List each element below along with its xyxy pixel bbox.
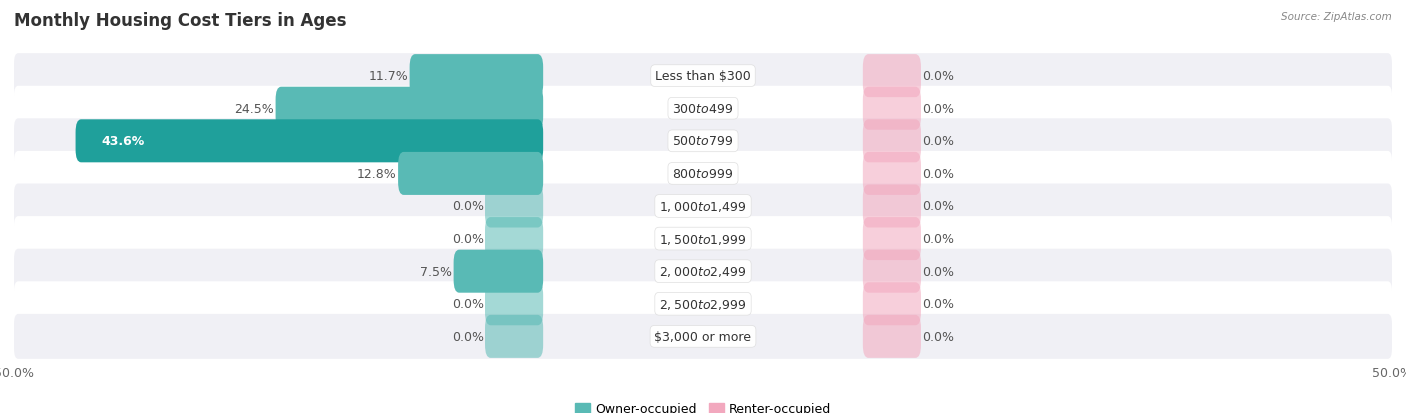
Legend: Owner-occupied, Renter-occupied: Owner-occupied, Renter-occupied [569,397,837,413]
Text: $3,000 or more: $3,000 or more [655,330,751,343]
Text: 0.0%: 0.0% [922,70,955,83]
FancyBboxPatch shape [863,152,921,195]
FancyBboxPatch shape [14,314,1392,359]
Text: 0.0%: 0.0% [922,265,955,278]
Text: 0.0%: 0.0% [451,330,484,343]
FancyBboxPatch shape [485,282,543,325]
Text: $300 to $499: $300 to $499 [672,102,734,116]
FancyBboxPatch shape [14,54,1392,99]
FancyBboxPatch shape [485,218,543,261]
FancyBboxPatch shape [14,184,1392,229]
Text: 0.0%: 0.0% [922,102,955,116]
Text: 0.0%: 0.0% [451,200,484,213]
Text: Source: ZipAtlas.com: Source: ZipAtlas.com [1281,12,1392,22]
FancyBboxPatch shape [398,152,543,195]
Text: 24.5%: 24.5% [235,102,274,116]
Text: 0.0%: 0.0% [922,135,955,148]
Text: 0.0%: 0.0% [922,330,955,343]
Text: 0.0%: 0.0% [922,297,955,311]
Text: $2,500 to $2,999: $2,500 to $2,999 [659,297,747,311]
Text: $1,500 to $1,999: $1,500 to $1,999 [659,232,747,246]
Text: 12.8%: 12.8% [357,168,396,180]
Text: $2,000 to $2,499: $2,000 to $2,499 [659,265,747,278]
Text: Monthly Housing Cost Tiers in Ages: Monthly Housing Cost Tiers in Ages [14,12,346,30]
FancyBboxPatch shape [863,55,921,98]
FancyBboxPatch shape [76,120,543,163]
Text: 0.0%: 0.0% [922,200,955,213]
Text: 0.0%: 0.0% [922,168,955,180]
Text: 0.0%: 0.0% [451,233,484,245]
Text: 11.7%: 11.7% [368,70,408,83]
FancyBboxPatch shape [14,87,1392,131]
FancyBboxPatch shape [485,185,543,228]
Text: $500 to $799: $500 to $799 [672,135,734,148]
FancyBboxPatch shape [276,88,543,131]
FancyBboxPatch shape [485,315,543,358]
Text: 0.0%: 0.0% [922,233,955,245]
FancyBboxPatch shape [14,216,1392,261]
FancyBboxPatch shape [863,120,921,163]
Text: $1,000 to $1,499: $1,000 to $1,499 [659,199,747,214]
FancyBboxPatch shape [409,55,543,98]
FancyBboxPatch shape [14,282,1392,326]
Text: 0.0%: 0.0% [451,297,484,311]
FancyBboxPatch shape [863,282,921,325]
FancyBboxPatch shape [863,88,921,131]
FancyBboxPatch shape [14,249,1392,294]
FancyBboxPatch shape [14,152,1392,197]
FancyBboxPatch shape [863,218,921,261]
FancyBboxPatch shape [863,250,921,293]
Text: Less than $300: Less than $300 [655,70,751,83]
FancyBboxPatch shape [14,119,1392,164]
Text: $800 to $999: $800 to $999 [672,168,734,180]
Text: 43.6%: 43.6% [101,135,145,148]
FancyBboxPatch shape [454,250,543,293]
FancyBboxPatch shape [863,185,921,228]
Text: 7.5%: 7.5% [420,265,453,278]
FancyBboxPatch shape [863,315,921,358]
